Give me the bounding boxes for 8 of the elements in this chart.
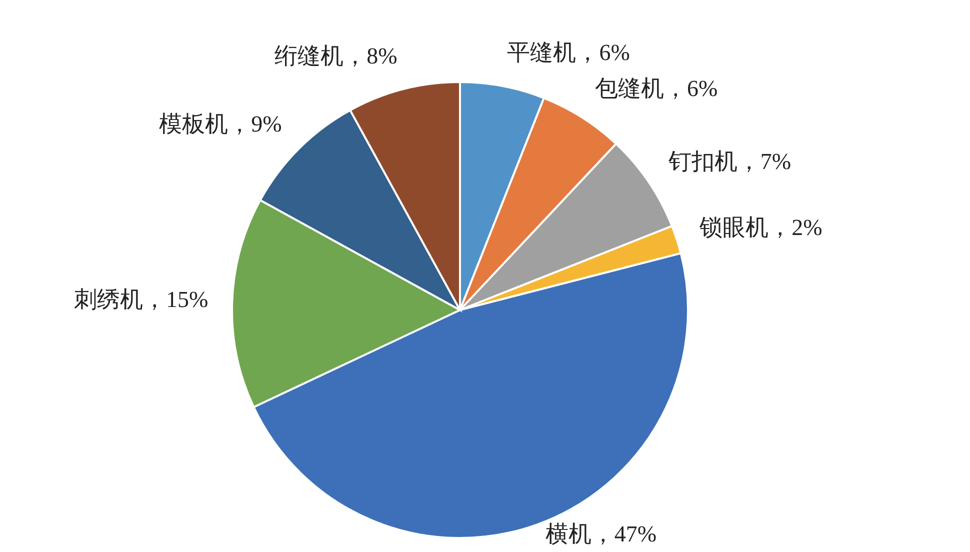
slice-label: 平缝机，6% xyxy=(507,40,630,65)
slice-label: 包缝机，6% xyxy=(595,76,718,101)
slice-label: 绗缝机，8% xyxy=(274,43,398,68)
slice-label: 刺绣机，15% xyxy=(74,287,208,312)
slice-label: 横机，47% xyxy=(545,521,657,546)
slice-label: 锁眼机，2% xyxy=(698,214,822,240)
slice-label: 钉扣机，7% xyxy=(667,149,792,174)
slice-label: 模板机，9% xyxy=(159,111,282,136)
